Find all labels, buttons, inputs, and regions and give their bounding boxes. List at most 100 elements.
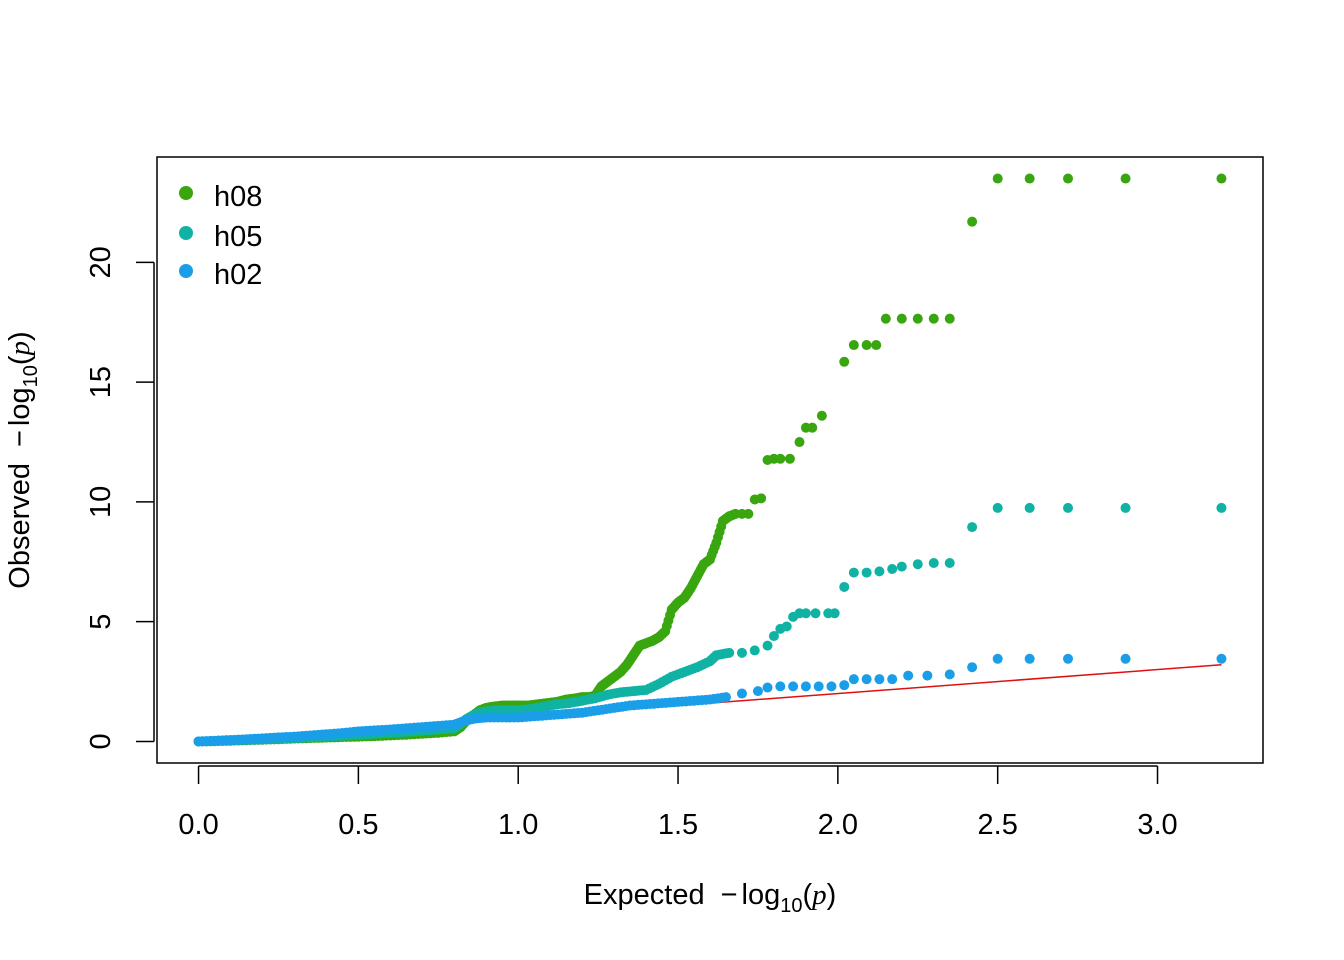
data-point [967, 662, 978, 673]
data-point [922, 670, 933, 681]
data-point [1063, 173, 1074, 184]
data-point [788, 681, 799, 692]
data-point [848, 674, 859, 685]
y-tick-label: 0 [85, 733, 117, 749]
data-point [871, 340, 882, 351]
data-point [839, 581, 850, 592]
data-point [829, 608, 840, 619]
y-axis-label: Observed−log10(p) [4, 331, 42, 588]
data-point [874, 566, 885, 577]
legend-marker-h02 [179, 264, 193, 278]
legend-marker-h05 [179, 226, 193, 240]
x-axis: 0.0 0.5 1.0 1.5 2.0 2.5 3.0 [178, 765, 1178, 841]
data-point [1120, 502, 1131, 513]
data-point [826, 681, 837, 692]
data-point [1024, 502, 1035, 513]
x-tick-label: 0.5 [338, 809, 378, 841]
data-point [768, 631, 779, 642]
data-point [848, 340, 859, 351]
legend-entry-h08: h08 [179, 181, 262, 213]
data-point [736, 647, 747, 658]
data-point [1024, 173, 1035, 184]
data-point [944, 313, 955, 324]
plot-frame [156, 156, 1264, 764]
x-tick-label: 3.0 [1137, 809, 1177, 841]
y-tick-label: 20 [85, 246, 117, 278]
data-point [896, 561, 907, 572]
data-point [775, 453, 786, 464]
data-point [743, 508, 754, 519]
legend-label-h02: h02 [214, 259, 262, 291]
data-point [794, 437, 805, 448]
legend-marker-h08 [179, 186, 193, 200]
data-point [1216, 653, 1227, 664]
x-tick-label: 1.5 [658, 809, 698, 841]
data-point [1120, 173, 1131, 184]
legend-entry-h05: h05 [179, 221, 262, 253]
data-point [992, 502, 1003, 513]
y-axis: 0 5 10 15 20 [85, 246, 155, 750]
data-point [928, 313, 939, 324]
data-point [800, 681, 811, 692]
data-point [992, 173, 1003, 184]
data-point [928, 557, 939, 568]
data-point [992, 653, 1003, 664]
data-point [781, 621, 792, 632]
data-point [736, 688, 747, 699]
data-point [887, 563, 898, 574]
data-point [861, 674, 872, 685]
legend-label-h05: h05 [214, 221, 262, 253]
data-point [1024, 653, 1035, 664]
data-point [912, 559, 923, 570]
data-point [1216, 173, 1227, 184]
data-point [944, 669, 955, 680]
x-tick-label: 1.0 [498, 809, 538, 841]
data-point [912, 313, 923, 324]
y-tick-label: 5 [85, 614, 117, 630]
data-point [861, 567, 872, 578]
data-point [839, 680, 850, 691]
data-point [967, 216, 978, 227]
data-point [784, 453, 795, 464]
data-point [807, 422, 818, 433]
data-points [193, 173, 1227, 747]
legend-entry-h02: h02 [179, 259, 262, 291]
legend-label-h08: h08 [214, 181, 262, 213]
data-point [724, 647, 735, 658]
data-point [887, 674, 898, 685]
data-point [1063, 653, 1074, 664]
series-h02 [193, 653, 1227, 747]
data-point [1216, 502, 1227, 513]
data-point [775, 681, 786, 692]
y-tick-label: 10 [85, 486, 117, 518]
data-point [1063, 502, 1074, 513]
data-point [967, 522, 978, 533]
data-point [861, 340, 872, 351]
data-point [762, 682, 773, 693]
data-point [1120, 653, 1131, 664]
x-tick-label: 2.5 [978, 809, 1018, 841]
x-axis-label: Expected − log10(p) [584, 879, 837, 917]
data-point [896, 313, 907, 324]
data-point [944, 557, 955, 568]
data-point [813, 681, 824, 692]
data-point [800, 608, 811, 619]
x-tick-label: 2.0 [818, 809, 858, 841]
legend: h08 h05 h02 [179, 181, 262, 291]
data-point [756, 493, 767, 504]
x-tick-label: 0.0 [178, 809, 218, 841]
data-point [810, 608, 821, 619]
data-point [874, 674, 885, 685]
data-point [816, 410, 827, 421]
y-tick-label: 15 [85, 366, 117, 398]
data-point [848, 567, 859, 578]
data-point [749, 645, 760, 656]
data-point [752, 686, 763, 697]
data-point [720, 692, 731, 703]
data-point [762, 640, 773, 651]
data-point [903, 670, 914, 681]
data-point [880, 313, 891, 324]
data-point [839, 356, 850, 367]
